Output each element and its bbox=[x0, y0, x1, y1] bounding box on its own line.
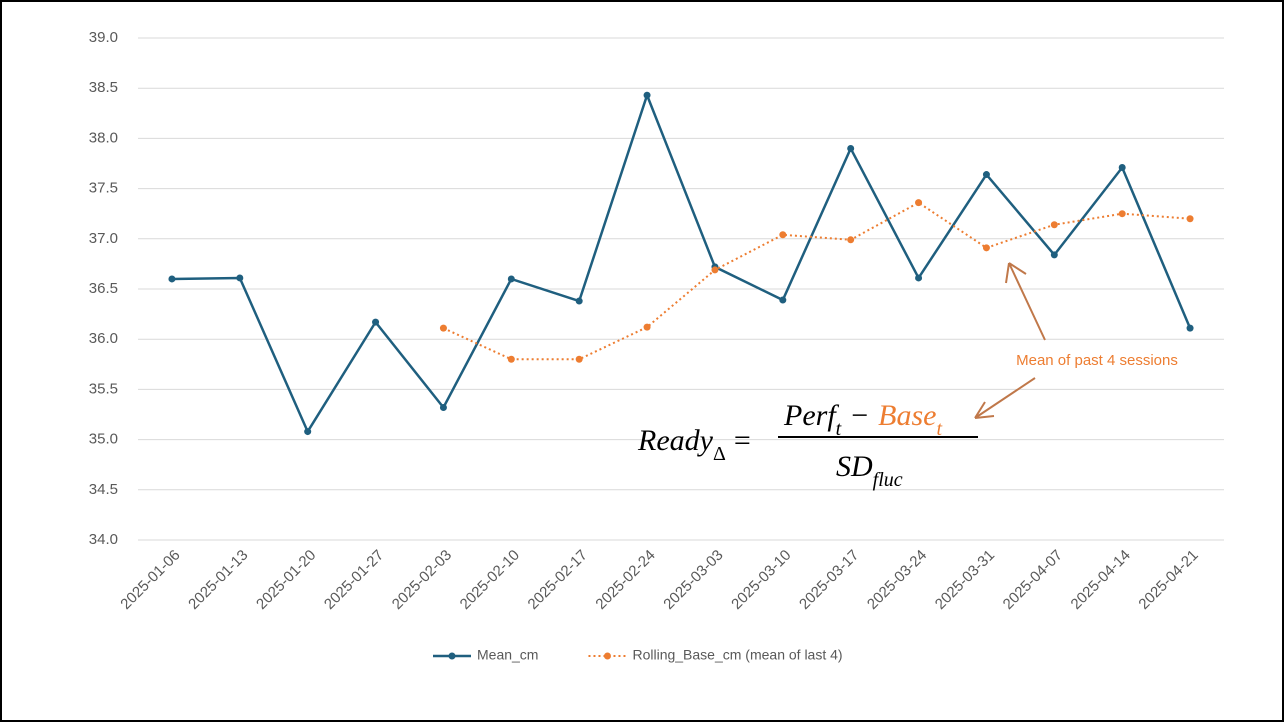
data-point bbox=[982, 171, 990, 179]
y-tick-label: 39.0 bbox=[89, 29, 118, 46]
data-point bbox=[847, 236, 855, 244]
annotation: Mean of past 4 sessions bbox=[1016, 352, 1178, 369]
y-tick-label: 36.5 bbox=[89, 280, 118, 297]
formula-lhs: ReadyΔ = bbox=[637, 424, 751, 465]
formula-text: Perf bbox=[783, 399, 839, 432]
legend-label: Rolling_Base_cm (mean of last 4) bbox=[632, 647, 842, 663]
data-point bbox=[507, 275, 515, 283]
data-point bbox=[643, 91, 651, 99]
series-line bbox=[171, 91, 1192, 435]
y-tick-label: 34.0 bbox=[89, 531, 118, 548]
series-line bbox=[443, 201, 1191, 361]
data-point bbox=[236, 274, 244, 282]
legend-marker bbox=[603, 652, 611, 660]
formula-sub: t bbox=[836, 418, 842, 440]
data-point bbox=[507, 355, 515, 363]
y-tick-label: 35.0 bbox=[89, 431, 118, 448]
data-point bbox=[1186, 215, 1194, 223]
data-point bbox=[711, 266, 719, 274]
data-point bbox=[439, 324, 447, 332]
y-tick-label: 34.5 bbox=[89, 481, 118, 498]
y-tick-label: 37.0 bbox=[89, 230, 118, 247]
data-point bbox=[575, 297, 583, 305]
data-point bbox=[304, 428, 312, 436]
formula-base: Base bbox=[878, 399, 936, 432]
data-point bbox=[1050, 251, 1058, 259]
legend-marker bbox=[448, 652, 456, 660]
formula-sub: t bbox=[936, 418, 942, 440]
data-point bbox=[1118, 210, 1126, 218]
formula-text: SD bbox=[836, 450, 873, 483]
data-point bbox=[1050, 221, 1058, 229]
data-point bbox=[643, 323, 651, 331]
y-tick-label: 38.0 bbox=[89, 129, 118, 146]
legend-item: Mean_cm bbox=[433, 647, 538, 663]
marks bbox=[168, 91, 1194, 436]
data-point bbox=[575, 355, 583, 363]
formula-text: Ready bbox=[637, 424, 714, 457]
data-point bbox=[168, 275, 176, 283]
data-point bbox=[982, 244, 990, 252]
grid bbox=[138, 37, 1224, 541]
arrow bbox=[974, 377, 1036, 419]
y-tick-label: 37.5 bbox=[89, 180, 118, 197]
y-tick-label: 36.0 bbox=[89, 330, 118, 347]
data-point bbox=[779, 296, 787, 304]
data-point bbox=[915, 199, 923, 207]
data-point bbox=[847, 144, 855, 152]
y-tick-label: 38.5 bbox=[89, 79, 118, 96]
formula-den: SDfluc bbox=[836, 450, 903, 491]
data-point bbox=[915, 274, 923, 282]
legend-item: Rolling_Base_cm (mean of last 4) bbox=[588, 647, 843, 663]
arrow bbox=[1005, 262, 1046, 341]
formula-minus: − bbox=[851, 399, 868, 432]
data-point bbox=[372, 318, 380, 326]
formula-sub: fluc bbox=[873, 469, 903, 491]
y-tick-label: 35.5 bbox=[89, 380, 118, 397]
arrows bbox=[974, 262, 1046, 419]
data-point bbox=[1118, 164, 1126, 172]
formula-num: Perft − Baset bbox=[783, 399, 942, 440]
legend-label: Mean_cm bbox=[477, 647, 538, 663]
data-point bbox=[779, 231, 787, 239]
data-point bbox=[439, 403, 447, 411]
formula-eq: = bbox=[734, 424, 751, 457]
formula-sub: Δ bbox=[713, 443, 726, 465]
data-point bbox=[1186, 324, 1194, 332]
